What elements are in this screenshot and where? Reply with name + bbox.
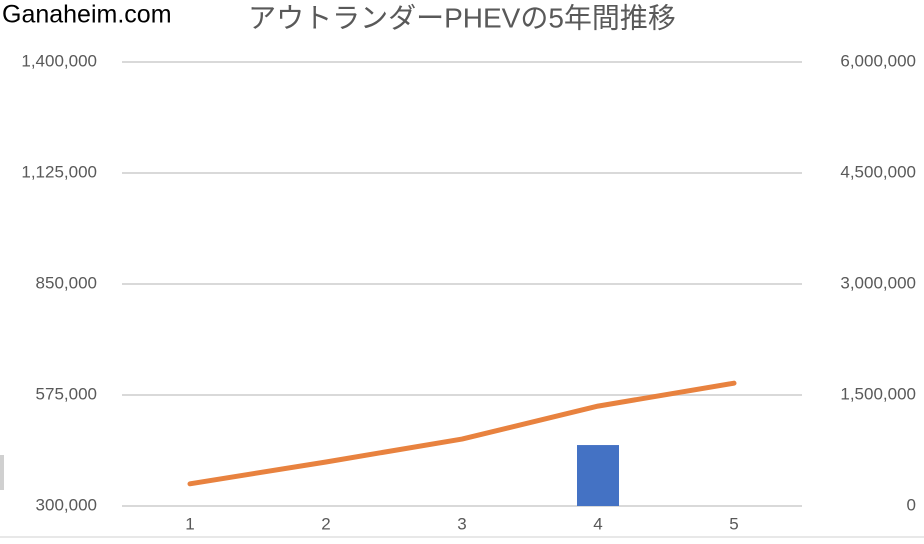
y-tick-label: 1,400,000	[21, 51, 97, 70]
y-tick-label: 850,000	[36, 273, 97, 292]
y2-tick-label: 3,000,000	[840, 273, 916, 292]
y-tick-label: 1,125,000	[21, 162, 97, 181]
x-tick-label: 5	[729, 514, 738, 533]
y2-tick-label: 1,500,000	[840, 384, 916, 403]
watermark: Ganaheim.com	[2, 1, 172, 29]
x-tick-label: 2	[321, 514, 330, 533]
x-tick-label: 3	[457, 514, 466, 533]
y-tick-label: 575,000	[36, 384, 97, 403]
y2-tick-label: 4,500,000	[840, 162, 916, 181]
y2-tick-label: 6,000,000	[840, 51, 916, 70]
y-tick-label: 300,000	[36, 495, 97, 514]
x-tick-label: 4	[593, 514, 602, 533]
chart-title: アウトランダーPHEVの5年間推移	[248, 2, 676, 33]
bar	[577, 445, 619, 506]
y2-tick-label: 0	[907, 495, 916, 514]
line	[187, 380, 737, 487]
x-tick-label: 1	[185, 514, 194, 533]
